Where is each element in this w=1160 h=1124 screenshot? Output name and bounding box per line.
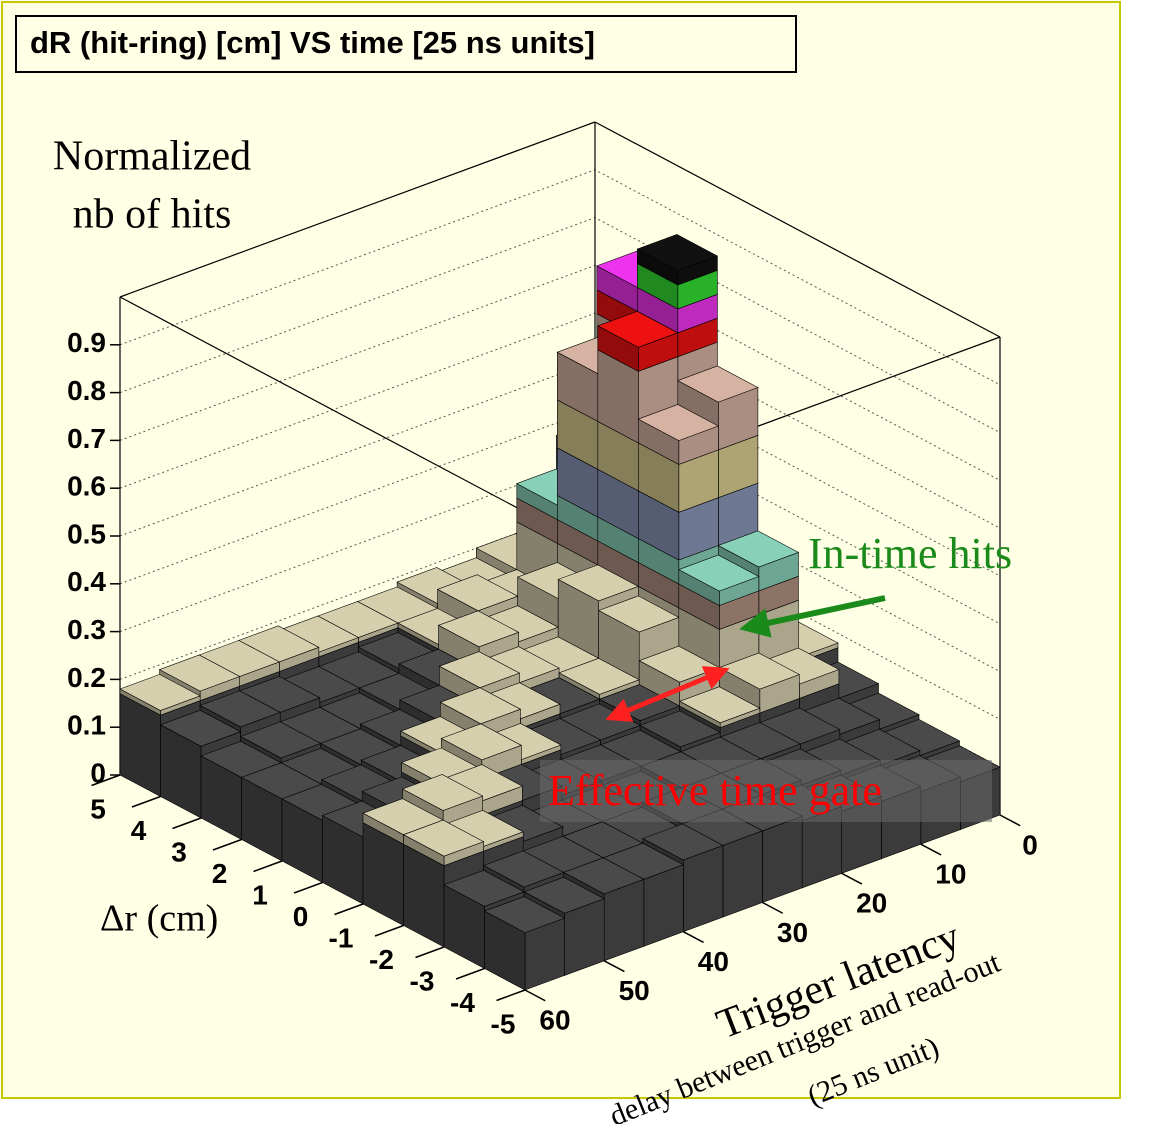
dr-tick-label: 3: [171, 836, 187, 867]
dr-tick-label: 1: [252, 879, 268, 910]
bar-side: [723, 831, 763, 917]
z-tick-label: 0.1: [67, 710, 106, 741]
t-tick-label: 30: [777, 917, 808, 948]
annotation: In-time hits: [808, 529, 1012, 578]
z-tick-label: 0.5: [67, 518, 106, 549]
bar-side: [683, 845, 723, 931]
dr-tick-label: -3: [410, 965, 435, 996]
z-tick-label: 0.4: [67, 566, 106, 597]
dr-tick-label: -4: [450, 987, 475, 1018]
z-tick-label: 0.2: [67, 662, 106, 693]
dr-tick-label: -5: [491, 1008, 516, 1039]
t-tick-label: 50: [619, 975, 650, 1006]
t-tick-label: 40: [698, 946, 729, 977]
chart-title: dR (hit-ring) [cm] VS time [25 ns units]: [30, 25, 595, 60]
t-tick-label: 0: [1022, 829, 1038, 860]
z-axis-label: Normalized: [53, 134, 251, 180]
z-axis-label: nb of hits: [73, 192, 232, 238]
z-tick-label: 0.9: [67, 327, 106, 358]
z-tick-label: 0.3: [67, 614, 106, 645]
t-tick-label: 10: [935, 859, 966, 890]
annotation: Effective time gate: [548, 766, 882, 815]
z-tick-label: 0.7: [67, 423, 106, 454]
t-tick-label: 20: [856, 888, 887, 919]
t-tick-label: 60: [539, 1004, 570, 1035]
dr-tick-label: -2: [369, 944, 394, 975]
dr-tick-label: 2: [212, 858, 228, 889]
dr-tick-label: 5: [90, 793, 106, 824]
dr-tick-label: 0: [293, 901, 309, 932]
z-tick-label: 0.8: [67, 375, 106, 406]
dr-tick-label: 4: [131, 815, 147, 846]
dr-tick-label: -1: [329, 922, 354, 953]
z-tick-label: 0.6: [67, 471, 106, 502]
dr-axis-label: Δr (cm): [100, 898, 218, 940]
chart: dR (hit-ring) [cm] VS time [25 ns units]…: [0, 0, 1160, 1124]
bar-side: [763, 816, 803, 902]
